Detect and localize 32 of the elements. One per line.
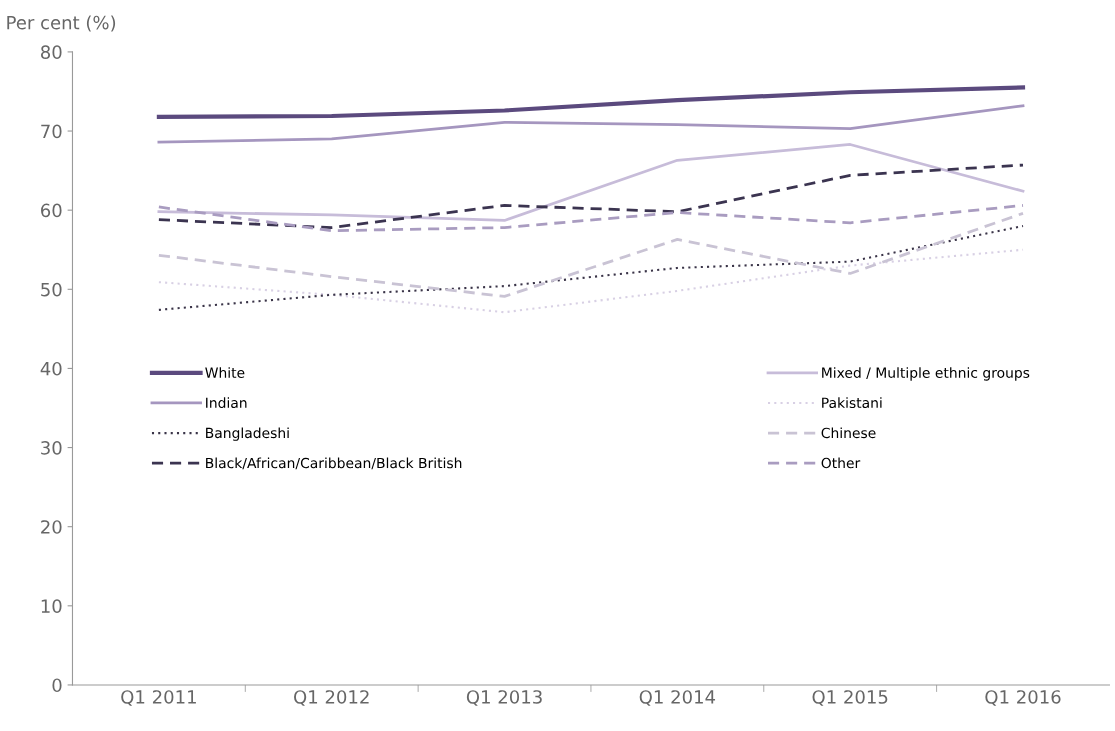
legend-label: Mixed / Multiple ethnic groups	[822, 367, 1030, 381]
line-series	[156, 85, 1026, 119]
x-tick-label: Q1 2016	[985, 690, 1061, 706]
y-tick-label: 60	[41, 203, 62, 218]
x-tick-label: Q1 2015	[812, 690, 888, 706]
legend-label: Black/African/Caribbean/Black British	[206, 457, 462, 470]
legend-label: White	[205, 367, 245, 378]
x-tick-label: Q1 2011	[121, 690, 196, 706]
y-tick-label: 40	[40, 361, 62, 376]
y-tick-label: 70	[41, 124, 62, 139]
legend-label: Pakistani	[822, 397, 882, 409]
y-tick-label: 20	[41, 520, 62, 534]
y-tick-label: 0	[52, 678, 62, 693]
x-tick-label: Q1 2013	[466, 690, 542, 706]
y-tick-label: 30	[41, 441, 62, 455]
x-tick-label: Q1 2012	[294, 690, 369, 706]
legend-label: Bangladeshi	[206, 427, 289, 441]
line-series	[157, 104, 1025, 144]
y-tick-label: 10	[41, 599, 62, 613]
line-series	[157, 163, 1025, 229]
line-series	[157, 248, 1025, 314]
y-tick-label: 80	[41, 45, 62, 60]
y-axis-title: Per cent (%)	[7, 15, 116, 32]
line-series	[157, 211, 1025, 298]
x-tick-label: Q1 2014	[639, 690, 716, 706]
line-series	[157, 204, 1025, 233]
legend-label: Indian	[206, 397, 247, 409]
y-tick-label: 50	[41, 282, 62, 297]
line-series	[157, 224, 1025, 311]
legend-label: Other	[821, 457, 861, 469]
line-series	[157, 143, 1025, 222]
legend-label: Chinese	[821, 427, 876, 439]
